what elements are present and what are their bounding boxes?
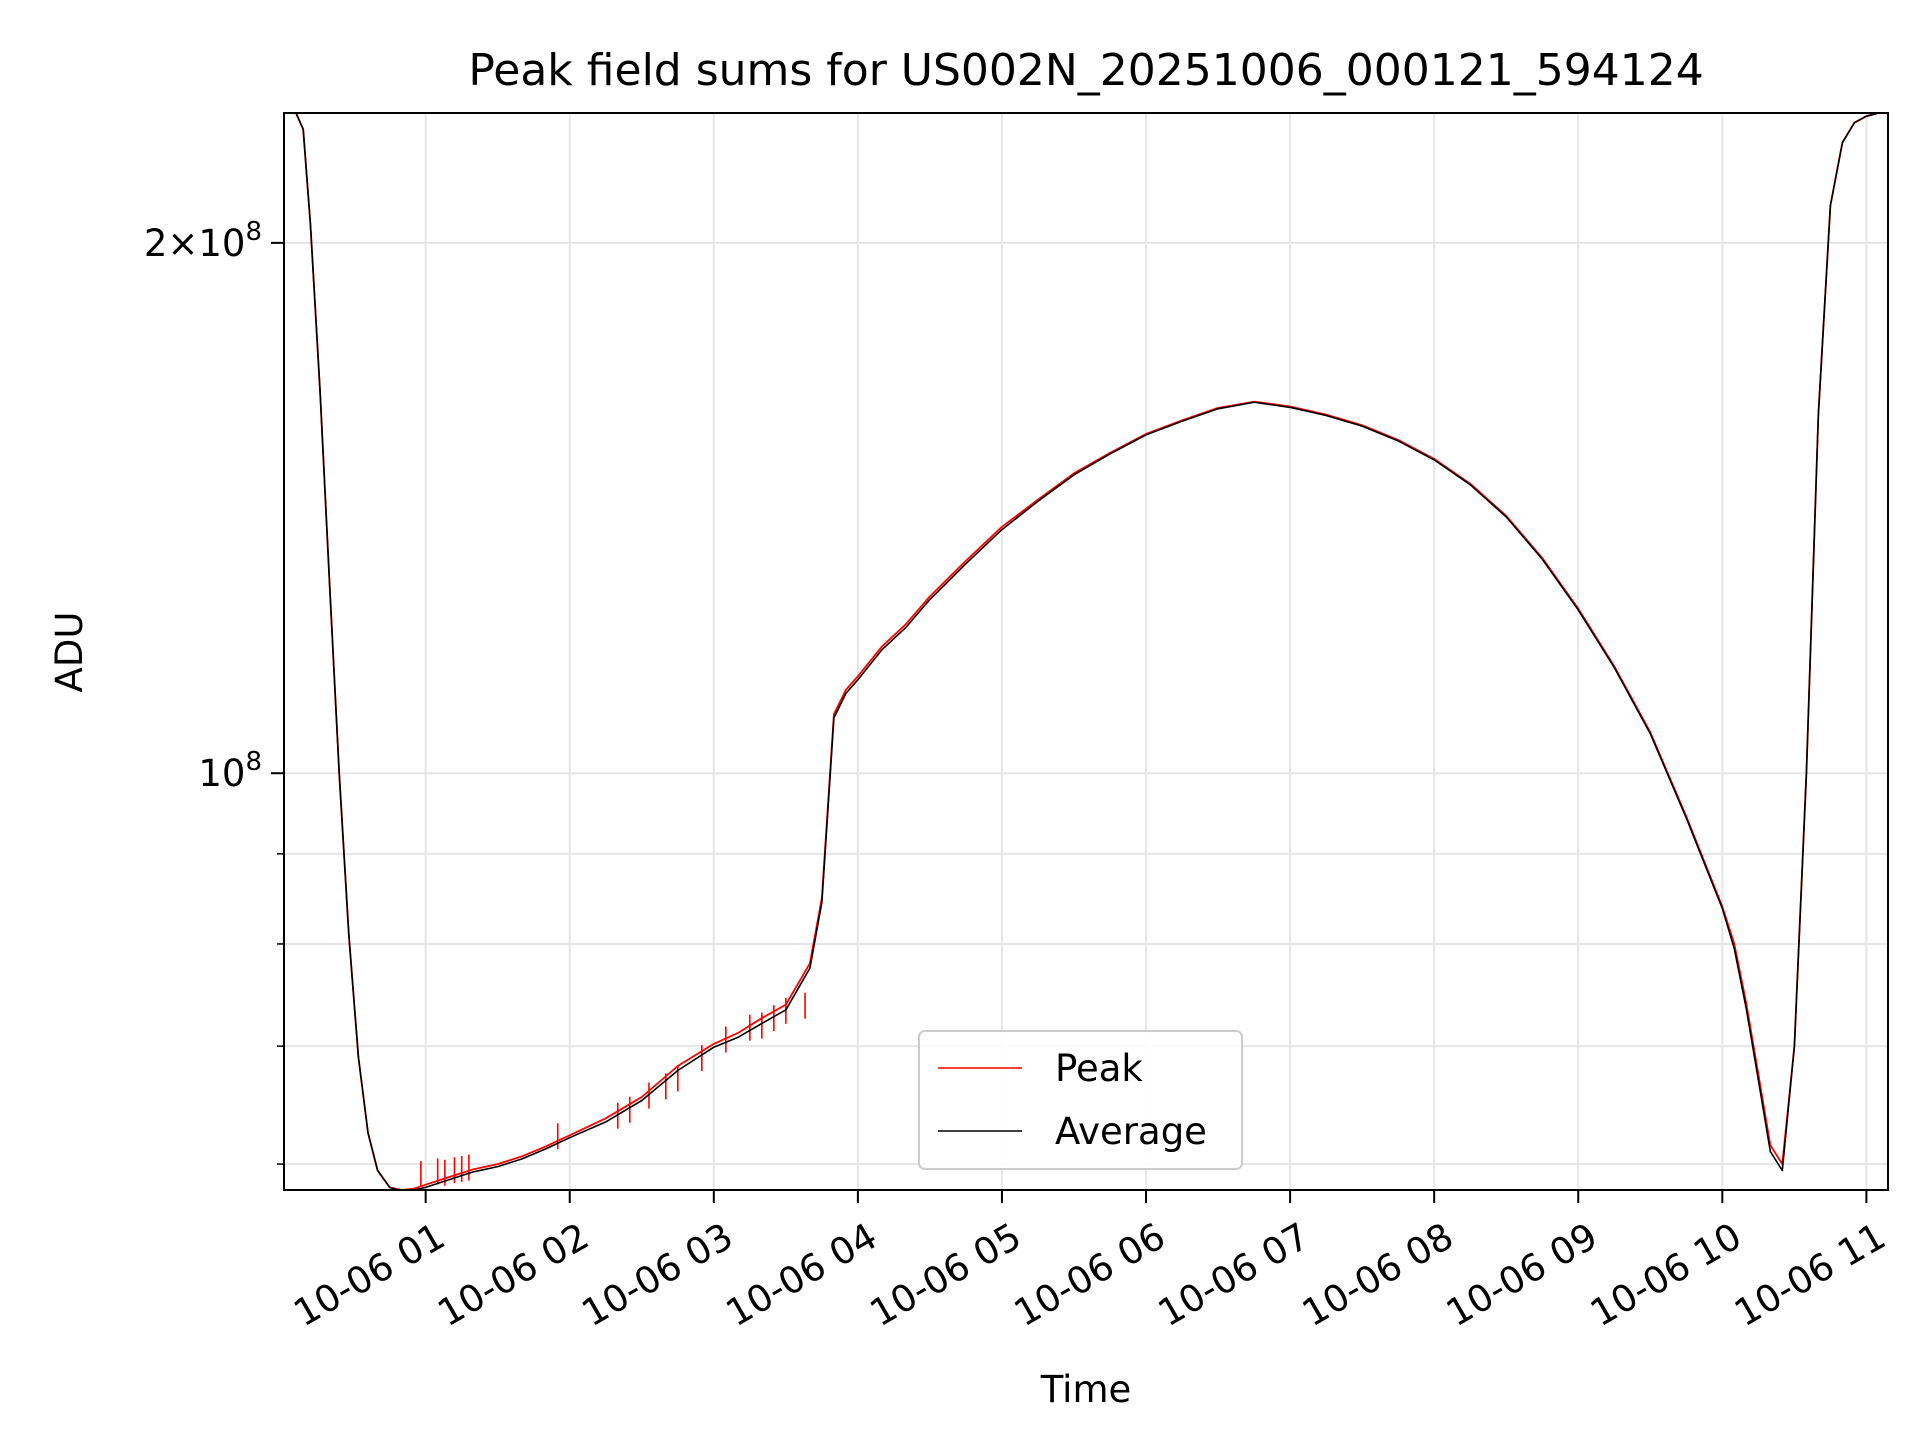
legend-label-average: Average bbox=[1055, 1110, 1207, 1153]
legend-label-peak: Peak bbox=[1055, 1047, 1143, 1090]
y-axis: 108 2×108 bbox=[144, 217, 284, 1165]
legend-box bbox=[918, 1030, 1243, 1170]
legend: Peak Average bbox=[918, 1030, 1243, 1170]
y-axis-label: ADU bbox=[48, 612, 91, 693]
y-tick-label: 2×108 bbox=[144, 217, 262, 265]
plot-frame bbox=[283, 112, 1889, 1191]
x-axis-label: Time bbox=[1040, 1368, 1132, 1411]
series-line-average bbox=[295, 113, 1888, 1190]
chart-title: Peak field sums for US002N_20251006_0001… bbox=[468, 45, 1703, 96]
series-average bbox=[295, 113, 1888, 1190]
y-tick-label: 108 bbox=[198, 747, 262, 795]
